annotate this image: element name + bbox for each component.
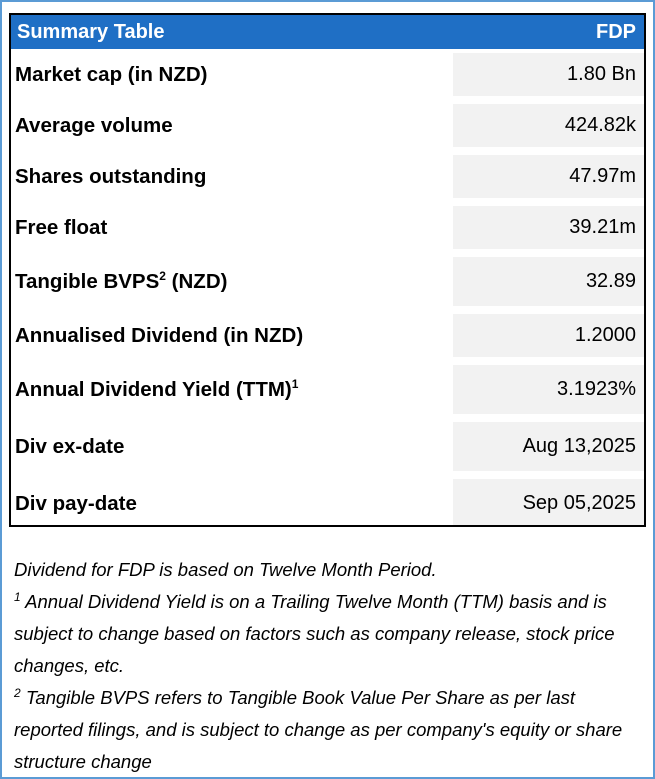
row-label: Tangible BVPS2 (NZD) — [11, 270, 227, 294]
label-text: Tangible BVPS — [15, 269, 160, 293]
row-value: Aug 13,2025 — [453, 422, 644, 471]
row-value: 32.89 — [453, 257, 644, 306]
row-value: 1.2000 — [453, 314, 644, 357]
table-header: Summary Table FDP — [11, 15, 644, 49]
row-shares-outstanding: Shares outstanding 47.97m — [11, 151, 644, 202]
dividend-period-note: Dividend for FDP is based on Twelve Mont… — [14, 559, 437, 580]
footnote-marker: 1 — [291, 376, 299, 391]
footnote-marker: 2 — [14, 685, 21, 700]
row-free-float: Free float 39.21m — [11, 202, 644, 253]
label-text: Annual Dividend Yield (TTM) — [15, 377, 292, 401]
row-label: Market cap (in NZD) — [15, 62, 208, 86]
footnote-marker: 1 — [14, 589, 21, 604]
row-label: Annual Dividend Yield (TTM)1 — [11, 378, 298, 402]
label-unit: (NZD) — [165, 269, 228, 293]
footnote-2: 2 Tangible BVPS refers to Tangible Book … — [14, 682, 646, 778]
row-label: Div pay-date — [15, 491, 137, 515]
table-title: Summary Table — [17, 20, 165, 43]
row-label: Average volume — [15, 113, 173, 137]
row-value: 424.82k — [453, 104, 644, 147]
row-annualised-dividend: Annualised Dividend (in NZD) 1.2000 — [11, 310, 644, 361]
ticker-label: FDP — [596, 20, 636, 43]
footnote-marker: 2 — [159, 268, 166, 283]
row-value: 1.80 Bn — [453, 53, 644, 96]
row-label: Div ex-date — [15, 434, 125, 458]
row-value: Sep 05,2025 — [453, 479, 644, 525]
row-label: Shares outstanding — [15, 164, 207, 188]
row-average-volume: Average volume 424.82k — [11, 100, 644, 151]
row-value: 47.97m — [453, 155, 644, 198]
row-div-ex-date: Div ex-date Aug 13,2025 — [11, 418, 644, 475]
footnote-text: Tangible BVPS refers to Tangible Book Va… — [14, 687, 623, 772]
row-div-pay-date: Div pay-date Sep 05,2025 — [11, 475, 644, 525]
table-body: Market cap (in NZD) 1.80 Bn Average volu… — [11, 49, 644, 525]
row-tangible-bvps: Tangible BVPS2 (NZD) 32.89 — [11, 253, 644, 310]
row-market-cap: Market cap (in NZD) 1.80 Bn — [11, 49, 644, 100]
footnote-1: 1 Annual Dividend Yield is on a Trailing… — [14, 586, 646, 682]
row-value: 3.1923% — [453, 365, 644, 414]
footnotes: Dividend for FDP is based on Twelve Mont… — [14, 554, 646, 778]
summary-table: Summary Table FDP Market cap (in NZD) 1.… — [9, 13, 646, 527]
row-label: Free float — [15, 215, 108, 239]
row-dividend-yield: Annual Dividend Yield (TTM)1 3.1923% — [11, 361, 644, 418]
row-label: Annualised Dividend (in NZD) — [15, 323, 304, 347]
footnote-text: Annual Dividend Yield is on a Trailing T… — [14, 591, 615, 676]
row-value: 39.21m — [453, 206, 644, 249]
